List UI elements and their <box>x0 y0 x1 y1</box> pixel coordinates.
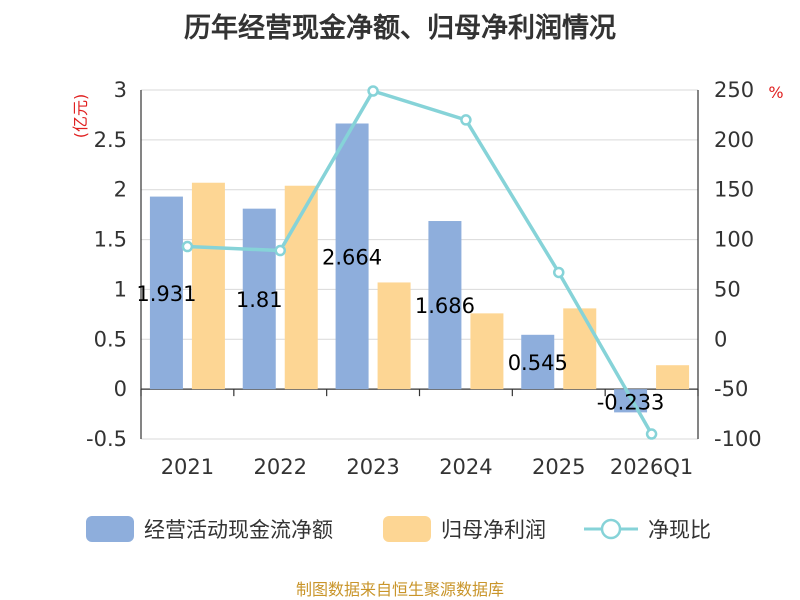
profit-bar <box>377 282 411 390</box>
category-label: 2022 <box>254 455 307 479</box>
left-tick-label: 2.5 <box>94 128 127 152</box>
category-label: 2024 <box>439 455 492 479</box>
ratio-point <box>553 266 565 279</box>
left-tick-label: 1.5 <box>94 228 127 252</box>
right-tick-label: 150 <box>714 178 754 202</box>
legend-swatch-ratio <box>584 518 638 540</box>
ratio-line-path <box>187 88 654 435</box>
source-note: 制图数据来自恒生聚源数据库 <box>295 580 504 599</box>
left-tick-label: 1 <box>114 277 127 301</box>
cashflow-data-label: 1.931 <box>136 282 196 306</box>
ratio-point <box>460 114 472 126</box>
left-axis-unit: (亿元) <box>71 94 90 139</box>
right-tick-label: 250 <box>714 78 754 102</box>
axes: -0.5 0 0.5 1 1.5 2 2.5 3 -100 -50 0 50 100 150 200 250 2… <box>86 78 762 479</box>
category-label: 2026Q1 <box>610 455 693 479</box>
profit-bar <box>563 308 597 390</box>
left-tick-label: 0.5 <box>94 327 127 351</box>
ratio-point <box>274 244 286 257</box>
legend-label-ratio: 净现比 <box>648 518 711 542</box>
left-tick-label: 2 <box>114 178 127 202</box>
legend-item-cashflow[interactable]: 经营活动现金流净额 <box>86 514 333 544</box>
data-labels: 1.931 1.81 2.664 1.686 0.545 -0.233 <box>136 245 664 414</box>
ratio-point <box>645 428 658 440</box>
cashflow-bar <box>521 334 555 390</box>
cashflow-bar <box>428 221 462 390</box>
legend-swatch-profit <box>383 516 431 542</box>
legend-item-ratio[interactable]: 净现比 <box>584 514 711 544</box>
cashflow-data-label: 1.686 <box>415 294 475 318</box>
legend-swatch-cashflow <box>86 516 134 542</box>
right-tick-label: 0 <box>714 327 727 351</box>
cashflow-bar <box>242 208 276 390</box>
legend: 经营活动现金流净额 归母净利润 净现比 <box>0 514 800 554</box>
cashflow-bar <box>335 123 369 390</box>
profit-bar <box>191 182 225 390</box>
profit-bar <box>284 185 318 390</box>
right-axis-unit: % <box>768 83 783 102</box>
ratio-point <box>367 85 379 97</box>
right-tick-label: 200 <box>714 128 754 152</box>
ratio-line <box>181 85 658 440</box>
legend-label-profit: 归母净利润 <box>441 518 546 542</box>
left-tick-label: -0.5 <box>86 427 127 451</box>
cashflow-data-label: 0.545 <box>508 351 568 375</box>
right-tick-label: 50 <box>714 277 741 301</box>
profit-bar <box>656 365 690 390</box>
chart-title: 历年经营现金净额、归母净利润情况 <box>184 13 616 44</box>
right-tick-label: -100 <box>714 427 762 451</box>
category-label: 2023 <box>346 455 399 479</box>
cashflow-data-label: -0.233 <box>597 390 665 414</box>
cashflow-data-label: 2.664 <box>322 245 382 269</box>
category-label: 2025 <box>532 455 585 479</box>
profit-bar <box>470 313 504 390</box>
bars <box>149 123 690 413</box>
left-tick-label: 0 <box>114 377 127 401</box>
legend-label-cashflow: 经营活动现金流净额 <box>144 518 333 542</box>
cashflow-bar <box>149 196 183 390</box>
left-tick-label: 3 <box>114 78 127 102</box>
right-tick-label: -50 <box>714 377 748 401</box>
ratio-point <box>181 240 194 253</box>
category-label: 2021 <box>161 455 214 479</box>
cashflow-data-label: 1.81 <box>236 288 283 312</box>
right-tick-label: 100 <box>714 228 754 252</box>
legend-item-profit[interactable]: 归母净利润 <box>383 514 546 544</box>
